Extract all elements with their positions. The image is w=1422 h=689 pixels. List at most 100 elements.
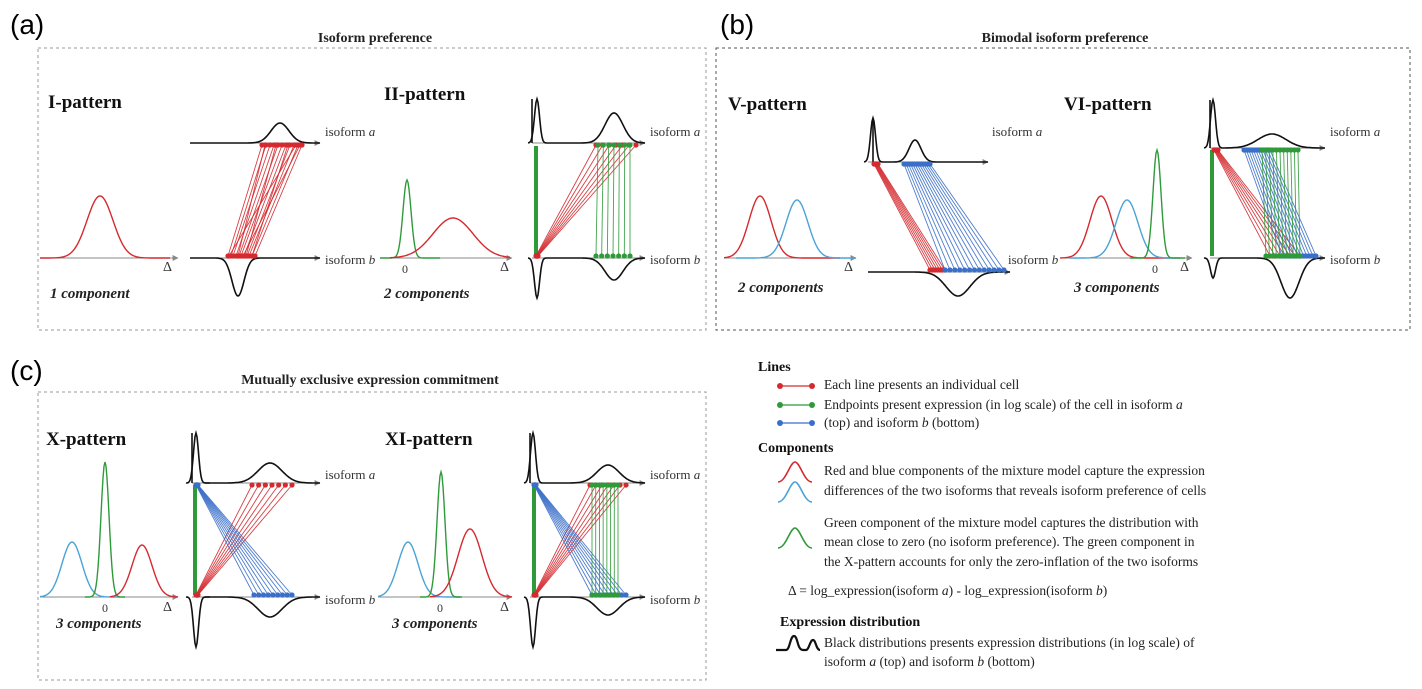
vi-blue-component: [1070, 199, 1180, 259]
x-red-cells-line-2: [196, 484, 266, 596]
panel-b-frame: [715, 47, 1411, 331]
x-blue-cells-line-7: [197, 484, 288, 596]
x-blue-cells-bottom-dot-4: [270, 592, 276, 598]
xi-blue-cells-bottom-dot-8: [623, 592, 629, 598]
ii-green-cells-bottom-dot-3: [610, 253, 616, 259]
xi-green-cells-top-dot-7: [615, 482, 621, 488]
x-blue-cells-line-0: [195, 484, 255, 596]
v-red-cells-line-5: [876, 163, 943, 271]
v-blue-cells-line-1: [905, 163, 951, 271]
v-blue-cells-bottom-dot-8: [981, 267, 987, 273]
v-red-cells-top-dot-6: [875, 161, 881, 167]
v-blue-cells-line-11: [927, 163, 1000, 271]
xi-green-component: [420, 469, 462, 598]
xi-green-cells-top-dot-3: [600, 482, 606, 488]
v-red-cells-line-6: [877, 163, 946, 271]
i-cells-top-dot-15: [297, 142, 303, 148]
i-delta-label: Δ: [163, 260, 172, 275]
v-blue-cells-line-6: [916, 163, 975, 271]
legend-expr-text-2: isoform a (top) and isoform b (bottom): [824, 654, 1035, 669]
v-blue-cells-top-dot-12: [927, 161, 933, 167]
xi-bottom-distribution: [545, 596, 645, 616]
vi-bottom-spike: [1203, 257, 1225, 280]
i-cells-line-4: [238, 144, 279, 257]
legend-red-line-icon: [777, 383, 815, 389]
vi-red-cells-top-dot-6: [1215, 147, 1221, 153]
v-blue-cells-bottom-dot-9: [986, 267, 992, 273]
i-cells-bottom-dot-14: [226, 253, 232, 259]
x-red-cells-top-dot-1: [256, 482, 262, 488]
v-blue-cells-bottom-dot-5: [966, 267, 973, 273]
panel-b-letter: (b): [720, 9, 754, 40]
xi-green-cells-top-dot-1: [593, 482, 599, 488]
legend-comp-text-1: Red and blue components of the mixture m…: [824, 463, 1205, 478]
legend-lines-text-3: (top) and isoform b (bottom): [824, 415, 979, 430]
vi-blue-cells-line-9: [1264, 149, 1311, 257]
xi-zero-label: 0: [437, 601, 443, 615]
xi-top-distribution: [545, 464, 645, 484]
i-red-component: [40, 195, 170, 259]
v-blue-cells-line-2: [907, 163, 956, 271]
v-blue-cells-line-7: [918, 163, 980, 271]
xi-top-spike: [523, 429, 545, 484]
vi-top-distribution: [1224, 133, 1325, 149]
vi-isoform-a-label: isoform a: [1330, 124, 1381, 139]
x-bottom-distribution: [205, 596, 320, 618]
xi-blue-cells-line-4: [534, 484, 610, 596]
ii-green-cells-bottom-dot-2: [604, 253, 610, 259]
ii-top-distribution: [550, 112, 645, 144]
ii-red-component: [390, 217, 511, 259]
xi-green-cells-bottom-dot-4: [604, 592, 610, 598]
xi-green-cells-top-dot-4: [604, 482, 610, 488]
v-red-component: [723, 195, 840, 259]
ii-red-cells-line-0: [535, 144, 597, 257]
vi-red-cells-line-4: [1216, 149, 1291, 257]
legend-delta-definition: Δ = log_expression(isoform a) - log_expr…: [788, 583, 1107, 598]
vi-red-cells-line-3: [1215, 149, 1286, 257]
x-top-spike: [185, 429, 210, 484]
i-cells-top-dot-14: [293, 142, 299, 148]
x-blue-cells-line-5: [196, 484, 279, 596]
xi-blue-cells-line-7: [535, 484, 623, 596]
i-cells-line-11: [237, 144, 266, 257]
xi-green-cells-bottom-dot-3: [600, 592, 606, 598]
vi-green-cells-line-4: [1275, 149, 1281, 257]
x-top-distribution: [205, 462, 320, 484]
x-isoform-a-label: isoform a: [325, 467, 376, 482]
legend-expr-text-1: Black distributions presents expression …: [824, 635, 1195, 650]
v-blue-cells-bottom-dot-3: [957, 267, 963, 273]
vi-green-cells-line-7: [1286, 149, 1291, 257]
x-blue-cells-line-2: [196, 484, 264, 596]
diagram-drawing: [39, 96, 1326, 651]
i-cells-line-0: [227, 144, 263, 257]
v-blue-cells-line-4: [912, 163, 966, 271]
v-blue-cells-bottom-dot-11: [996, 267, 1002, 273]
legend-lines-text-2: Endpoints present expression (in log sca…: [824, 397, 1183, 412]
ii-pattern-title: II-pattern: [384, 84, 466, 105]
v-blue-cells-bottom-dot-12: [1001, 267, 1007, 273]
ii-green-cells-line-2: [606, 144, 610, 257]
i-isoform-a-label: isoform a: [325, 124, 376, 139]
vi-green-cells-top-dot-9: [1291, 147, 1297, 153]
i-cells-top-dot-11: [262, 142, 268, 148]
xi-green-cells-bottom-dot-2: [596, 592, 603, 598]
ii-green-cells-top-dot-6: [627, 142, 633, 148]
xi-red-cells-bottom-dot-6: [533, 592, 539, 598]
i-components-label: 1 component: [50, 286, 130, 302]
v-isoform-a-label: isoform a: [992, 124, 1043, 139]
vi-blue-cells-line-10: [1267, 149, 1314, 257]
xi-red-component: [430, 528, 513, 598]
x-red-cells-top-dot-5: [282, 482, 288, 488]
ii-green-cells-bottom-dot-1: [599, 253, 605, 259]
vi-red-cells-line-5: [1216, 149, 1296, 257]
legend-black-distribution-icon: [776, 634, 821, 652]
vi-green-cells-bottom-dot-10: [1297, 253, 1303, 259]
vi-blue-cells-line-2: [1248, 149, 1289, 257]
x-green-component: [85, 461, 125, 598]
legend-blue-line-icon: [777, 420, 815, 426]
ii-green-cells-line-0: [595, 144, 599, 257]
vi-green-cells-line-5: [1279, 149, 1284, 257]
ii-bottom-spike: [527, 257, 550, 301]
vi-green-cells-top-dot-5: [1277, 147, 1283, 153]
